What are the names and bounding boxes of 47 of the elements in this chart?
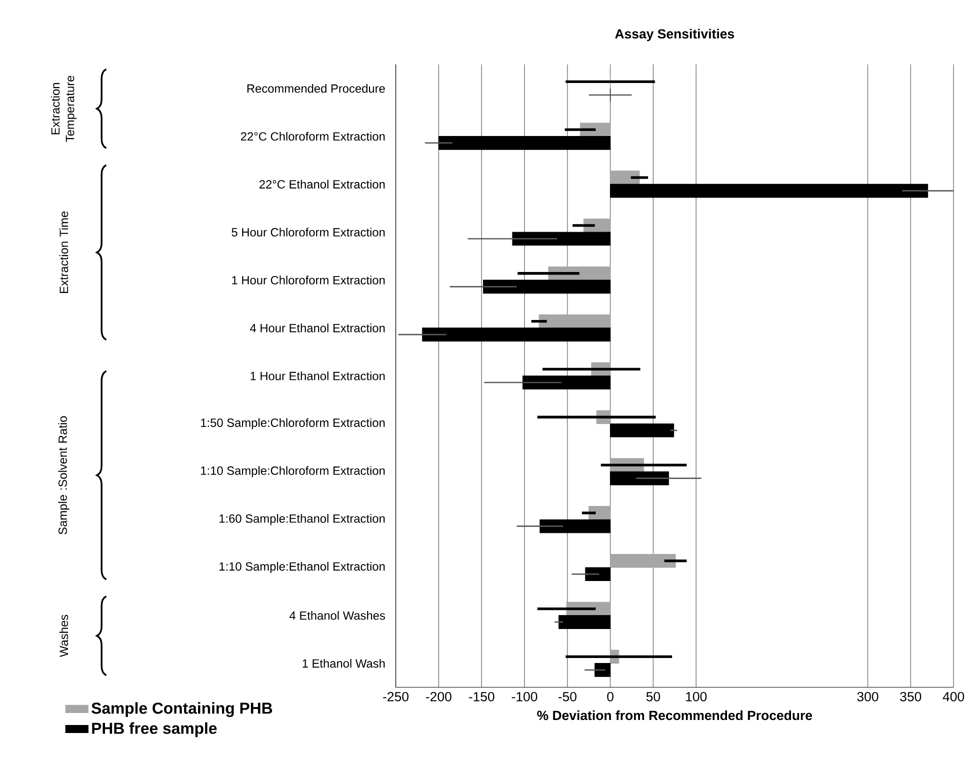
y-tick-label: Recommended Procedure xyxy=(247,84,385,93)
bar xyxy=(610,423,674,438)
y-tick-label: 1:50 Sample:Chloroform Extraction xyxy=(201,418,385,430)
bar xyxy=(610,170,640,184)
y-tick-label: 1 Hour Chloroform Extraction xyxy=(232,276,385,284)
bar xyxy=(610,554,676,568)
bar xyxy=(558,615,611,629)
y-tick-label: 4 Hour Ethanol Extraction xyxy=(250,324,385,332)
bar xyxy=(588,506,611,520)
bar xyxy=(512,232,611,246)
y-tick-label: 1:10 Sample:Ethanol Extraction xyxy=(220,562,385,574)
y-tick-label: 1 Hour Ethanol Extraction xyxy=(250,371,385,380)
x-tick-label: -100 xyxy=(512,692,538,702)
bar xyxy=(540,519,611,534)
x-axis-title: % Deviation from Recommended Procedure xyxy=(537,710,812,720)
x-tick-label: -250 xyxy=(383,692,408,702)
bar xyxy=(522,376,611,390)
bar xyxy=(583,218,611,232)
chart-title: Assay Sensitivities xyxy=(615,28,734,42)
bar xyxy=(610,184,928,198)
y-tick-label: 1 Ethanol Wash xyxy=(302,658,385,668)
y-tick-label: 1:60 Sample:Ethanol Extraction xyxy=(220,514,385,526)
text: Extraction Temperature xyxy=(50,76,77,142)
legend-label: PHB free sample xyxy=(92,722,217,738)
y-tick-label: 1:10 Sample:Chloroform Extraction xyxy=(201,466,385,478)
text: Extraction Time xyxy=(59,212,68,293)
text: Sample :Solvent Ratio xyxy=(58,416,70,534)
x-tick-label: -200 xyxy=(426,692,452,702)
x-tick-label: -150 xyxy=(468,692,494,702)
bar xyxy=(580,122,611,137)
text: Washes xyxy=(59,614,68,657)
x-tick-label: 300 xyxy=(857,692,878,702)
bar xyxy=(483,280,611,294)
y-tick-label: 22°C Chloroform Extraction xyxy=(240,132,385,141)
x-tick-label: 0 xyxy=(607,692,614,702)
y-tick-label: 5 Hour Chloroform Extraction xyxy=(232,228,385,236)
legend-label: Sample Containing PHB xyxy=(92,702,272,718)
bar xyxy=(438,136,611,150)
x-tick-label: -50 xyxy=(558,692,576,702)
x-tick-label: 100 xyxy=(686,692,707,702)
y-tick-label: 22°C Ethanol Extraction xyxy=(259,180,385,189)
x-tick-label: 350 xyxy=(900,692,922,702)
bar xyxy=(422,328,611,342)
x-tick-label: 400 xyxy=(942,692,964,702)
y-tick-label: 4 Ethanol Washes xyxy=(290,611,385,620)
bar xyxy=(538,314,611,328)
x-tick-label: 50 xyxy=(646,692,660,702)
